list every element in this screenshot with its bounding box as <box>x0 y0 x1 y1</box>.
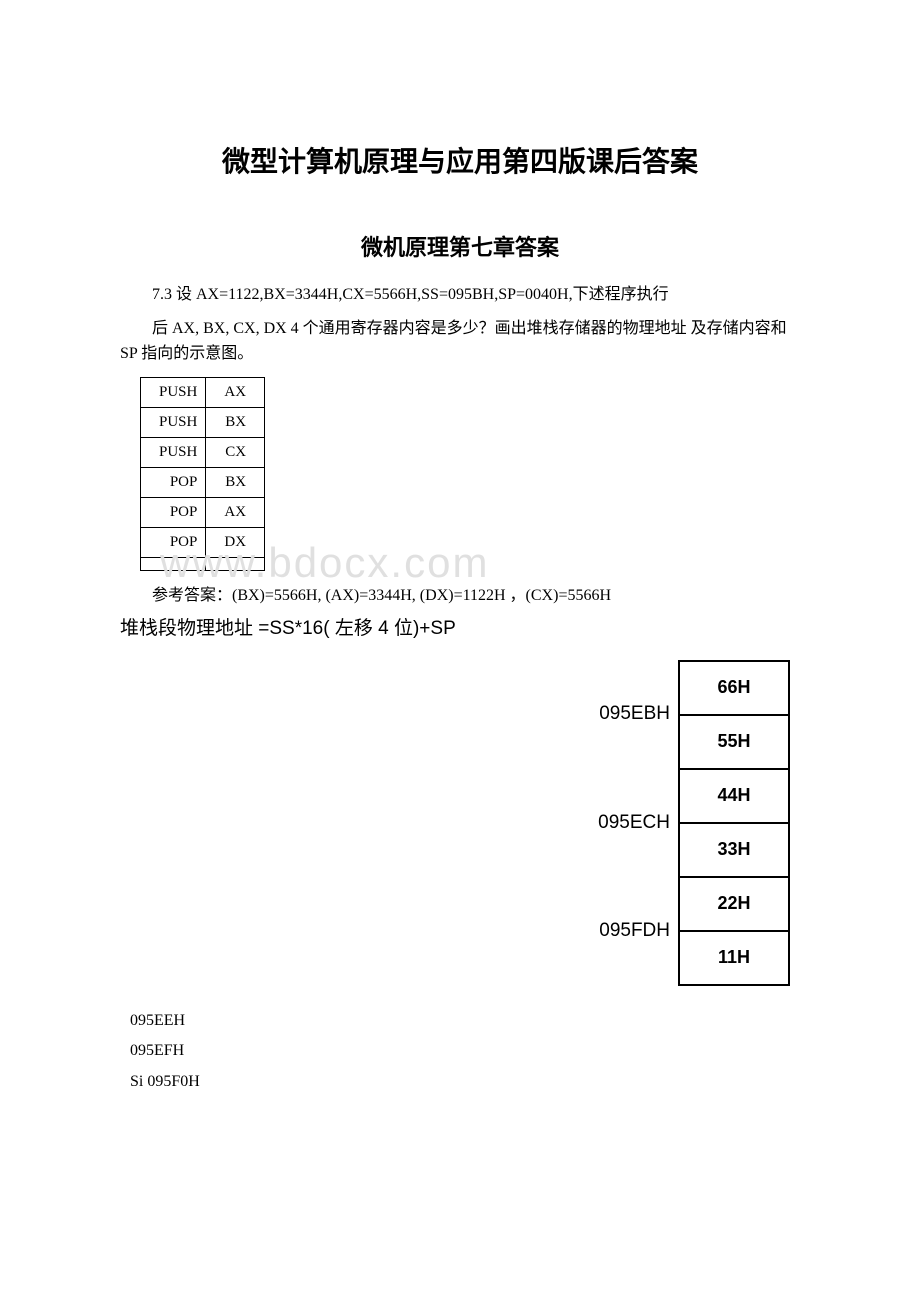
stack-address: 095ECH <box>598 769 670 877</box>
operand-cell: CX <box>206 437 265 467</box>
stack-address-column: 095EBH 095ECH 095FDH <box>598 660 678 986</box>
formula-text: 堆栈段物理地址 =SS*16( 左移 4 位)+SP <box>120 613 800 640</box>
table-row: PUSH BX <box>141 407 265 437</box>
stack-address: 095FDH <box>598 877 670 985</box>
stack-diagram: 095EBH 095ECH 095FDH 66H 55H 44H 33H 22H… <box>120 660 790 986</box>
stack-cell: 11H <box>679 931 789 985</box>
table-row: POP BX <box>141 467 265 497</box>
operand-cell: AX <box>206 377 265 407</box>
stack-cell: 22H <box>679 877 789 931</box>
stack-cell: 66H <box>679 661 789 715</box>
instruction-cell: PUSH <box>141 377 206 407</box>
instruction-cell: PUSH <box>141 437 206 467</box>
stack-memory-table: 66H 55H 44H 33H 22H 11H <box>678 660 790 986</box>
address-item: 095EFH <box>130 1036 800 1066</box>
question-text-line2: 后 AX, BX, CX, DX 4 个通用寄存器内容是多少？画出堆栈存储器的物… <box>120 316 800 367</box>
table-row: PUSH CX <box>141 437 265 467</box>
stack-cell: 33H <box>679 823 789 877</box>
answer-text: 参考答案：(BX)=5566H, (AX)=3344H, (DX)=1122H … <box>120 581 800 605</box>
address-item: Si 095F0H <box>130 1067 800 1097</box>
operand-cell: BX <box>206 407 265 437</box>
stack-address: 095EBH <box>598 660 670 768</box>
page-title: 微型计算机原理与应用第四版课后答案 <box>120 140 800 180</box>
address-item: 095EEH <box>130 1006 800 1036</box>
instruction-cell: POP <box>141 467 206 497</box>
chapter-subtitle: 微机原理第七章答案 <box>120 230 800 262</box>
instruction-cell: PUSH <box>141 407 206 437</box>
stack-cell: 44H <box>679 769 789 823</box>
address-list: 095EEH 095EFH Si 095F0H <box>130 1006 800 1097</box>
operand-cell: BX <box>206 467 265 497</box>
stack-cell: 55H <box>679 715 789 769</box>
question-text-line1: 7.3 设 AX=1122,BX=3344H,CX=5566H,SS=095BH… <box>120 282 800 308</box>
table-row: PUSH AX <box>141 377 265 407</box>
watermark-text: www.bdocx.com <box>160 539 489 587</box>
instruction-cell: POP <box>141 497 206 527</box>
answer-section: www.bdocx.com 参考答案：(BX)=5566H, (AX)=3344… <box>120 581 800 605</box>
table-row: POP AX <box>141 497 265 527</box>
operand-cell: AX <box>206 497 265 527</box>
